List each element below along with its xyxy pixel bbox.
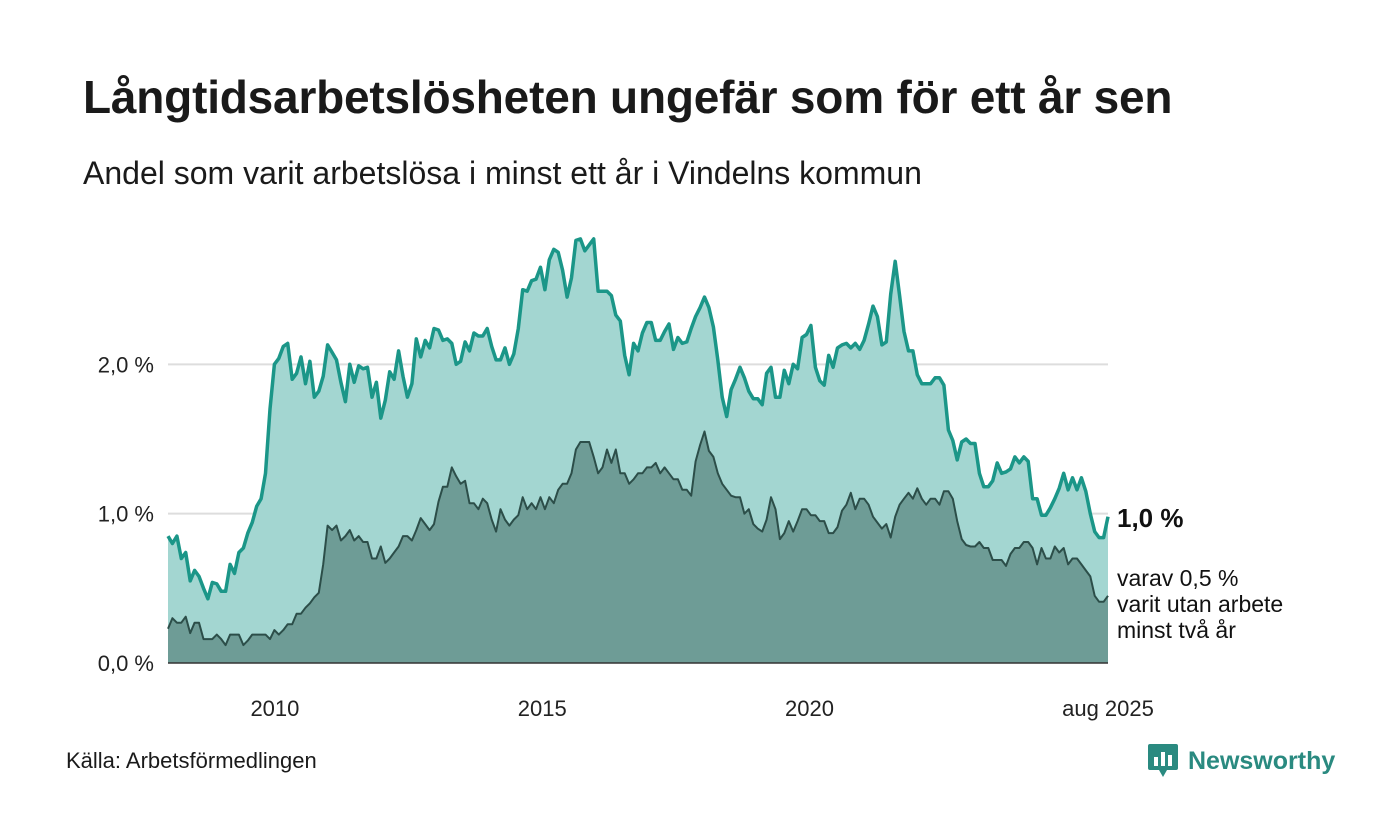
x-tick-label: 2010 — [250, 696, 299, 721]
y-tick-label: 0,0 % — [98, 651, 154, 676]
end-label-long-line: minst två år — [1117, 617, 1236, 643]
end-label-long-line: varav 0,5 % — [1117, 565, 1238, 591]
end-label-long-line: varit utan arbete — [1117, 591, 1283, 617]
y-tick-label: 1,0 % — [98, 502, 154, 527]
chart-title: Långtidsarbetslösheten ungefär som för e… — [83, 71, 1173, 123]
axis-layer: 0,0 % 1,0 % 2,0 % 2010 2015 2020 aug 2025 — [98, 352, 1154, 721]
x-tick-label: 2020 — [785, 696, 834, 721]
brand-name: Newsworthy — [1188, 746, 1336, 775]
total-line — [166, 237, 1110, 601]
long-term-line — [167, 430, 1109, 647]
long-term-area — [168, 431, 1108, 663]
x-tick-label: 2015 — [518, 696, 567, 721]
x-tick-label: aug 2025 — [1062, 696, 1154, 721]
source-note: Källa: Arbetsförmedlingen — [66, 748, 317, 773]
area-layer — [166, 237, 1110, 663]
end-label-total: 1,0 % — [1117, 503, 1184, 533]
brand: Newsworthy — [1148, 744, 1335, 778]
y-tick-label: 2,0 % — [98, 352, 154, 377]
chart-subtitle: Andel som varit arbetslösa i minst ett å… — [83, 155, 922, 191]
newsworthy-logo-icon — [1148, 744, 1178, 777]
